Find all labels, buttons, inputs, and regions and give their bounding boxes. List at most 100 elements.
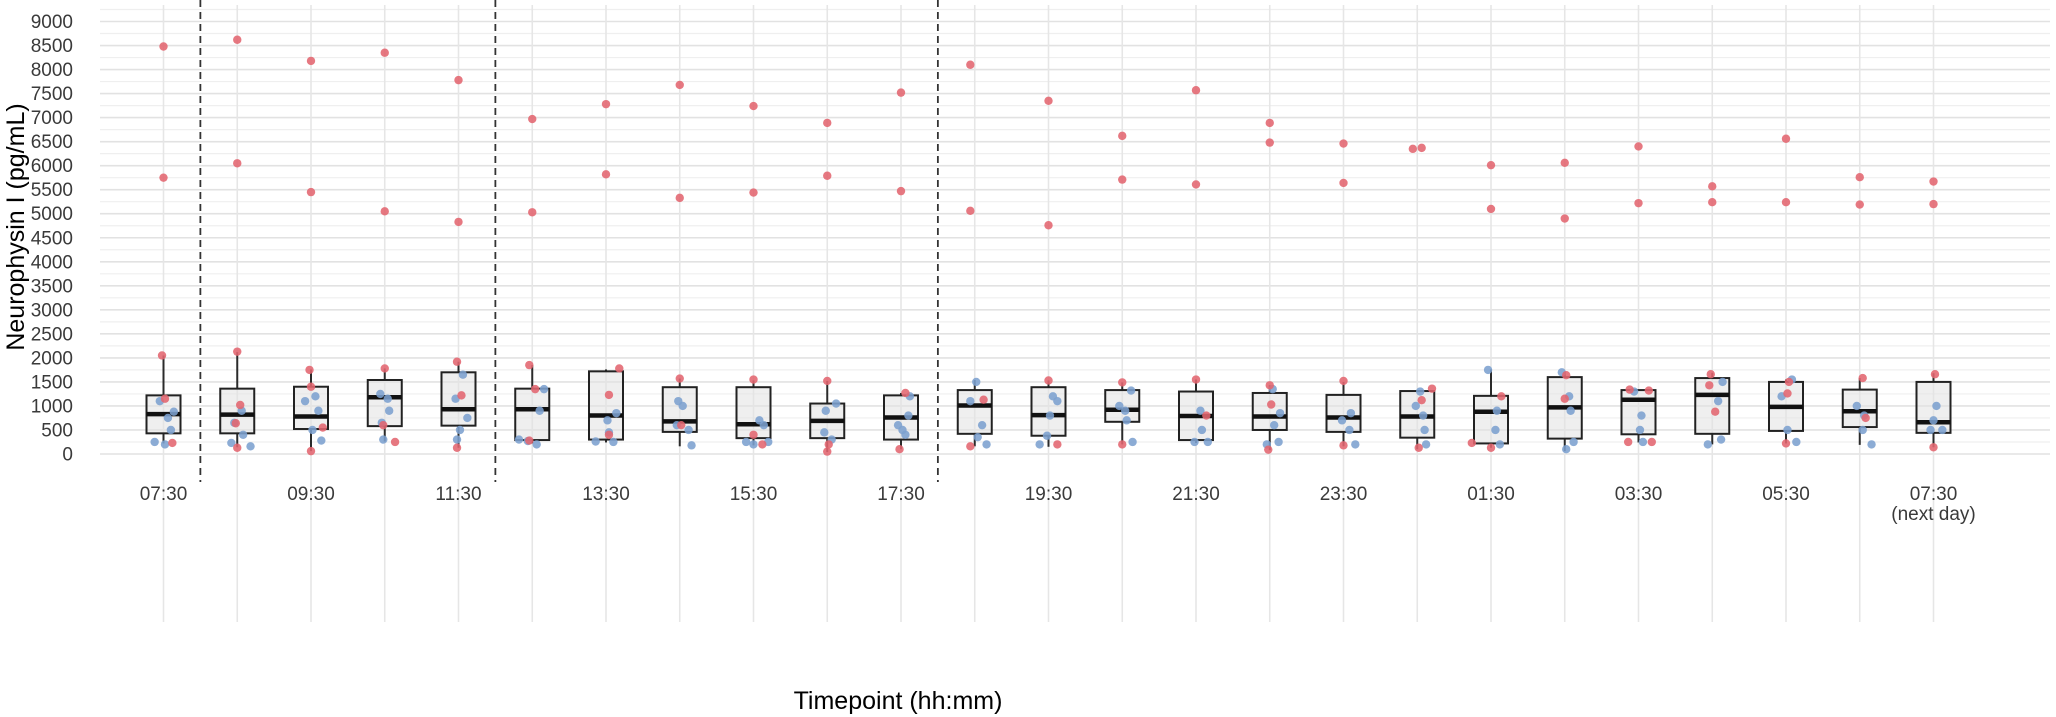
point-red <box>1044 376 1053 385</box>
point-blue <box>1926 425 1935 435</box>
point-blue <box>532 440 541 449</box>
y-tick-label: 1500 <box>31 372 73 393</box>
point-red <box>1708 182 1717 191</box>
point-red <box>159 42 168 51</box>
point-red <box>749 375 758 384</box>
x-tick-label: 01:30 <box>1467 484 1515 505</box>
data-points <box>150 35 1947 456</box>
point-red <box>160 394 170 403</box>
point-red <box>823 171 832 180</box>
point-blue <box>1418 411 1428 420</box>
point-red <box>305 365 314 375</box>
point-blue <box>539 384 549 394</box>
point-blue <box>514 435 524 444</box>
point-red <box>236 400 245 410</box>
point-blue <box>904 411 913 420</box>
point-red <box>823 118 832 128</box>
point-red <box>233 443 242 452</box>
point-red <box>896 88 906 97</box>
point-red <box>675 193 684 203</box>
point-blue <box>1492 406 1502 415</box>
point-blue <box>227 438 236 448</box>
x-tick-label: 07:30 <box>1910 484 1958 505</box>
point-red <box>1560 214 1569 223</box>
point-blue <box>308 425 317 435</box>
box-body <box>1325 393 1362 433</box>
point-blue <box>1562 444 1571 454</box>
point-blue <box>314 406 323 415</box>
point-red <box>1265 138 1274 147</box>
point-blue <box>535 406 544 415</box>
point-red <box>1706 370 1715 379</box>
point-blue <box>1938 425 1947 435</box>
x-axis-ticks: 07:30 09:30 11:30 13:30 15:30 17:30 19:30 21:30… <box>140 484 1976 525</box>
point-blue <box>169 407 179 416</box>
point-blue <box>317 436 326 445</box>
point-blue <box>1196 406 1205 415</box>
plot-panel <box>100 5 2050 622</box>
point-red <box>966 206 975 216</box>
point-blue <box>1420 425 1429 435</box>
point-blue <box>687 441 696 450</box>
point-red <box>1467 438 1477 448</box>
point-blue <box>1416 387 1425 396</box>
y-tick-label: 5000 <box>31 204 73 225</box>
box-3 <box>366 368 403 442</box>
point-red <box>1427 384 1437 393</box>
point-red <box>233 159 242 168</box>
point-blue <box>311 392 320 401</box>
point-red <box>604 390 614 400</box>
point-red <box>1781 197 1791 207</box>
point-red <box>749 430 758 439</box>
point-blue <box>1351 440 1360 449</box>
point-blue <box>1122 416 1131 425</box>
point-red <box>1265 118 1274 128</box>
y-tick-label: 5500 <box>31 180 73 201</box>
point-blue <box>1035 440 1044 449</box>
point-blue <box>1197 425 1207 435</box>
point-red <box>1781 439 1791 448</box>
point-red <box>749 101 758 111</box>
point-red <box>1339 139 1348 148</box>
point-red <box>1855 200 1864 209</box>
point-red <box>528 208 537 217</box>
point-blue <box>384 406 394 415</box>
point-red <box>675 374 684 383</box>
point-red <box>306 382 316 391</box>
x-tick-label: 21:30 <box>1172 484 1220 505</box>
point-red <box>1855 173 1864 182</box>
point-blue <box>1269 420 1279 430</box>
box-2 <box>293 369 329 452</box>
point-red <box>306 446 316 456</box>
point-red <box>966 442 975 451</box>
point-red <box>1118 440 1127 449</box>
box-body <box>366 378 403 428</box>
point-red <box>1267 400 1276 409</box>
point-red <box>1408 144 1418 154</box>
point-red <box>1486 160 1496 170</box>
point-red <box>454 75 463 85</box>
x-axis-title: Timepoint (hh:mm) <box>794 687 1003 715</box>
point-red <box>168 438 177 448</box>
point-red <box>1118 131 1127 141</box>
point-red <box>1339 441 1348 450</box>
point-red <box>1625 385 1634 394</box>
point-blue <box>1713 396 1723 406</box>
point-blue <box>972 377 981 387</box>
y-tick-label: 2000 <box>31 348 73 369</box>
point-red <box>1053 440 1062 449</box>
point-blue <box>820 428 829 437</box>
point-red <box>1191 86 1201 95</box>
point-blue <box>383 394 392 403</box>
grid-lines <box>100 5 2050 622</box>
point-red <box>380 207 389 216</box>
point-red <box>615 364 624 373</box>
y-axis-title: Neurophysin I (pg/mL) <box>2 103 30 350</box>
point-blue <box>1128 437 1137 447</box>
y-tick-label: 7000 <box>31 108 73 129</box>
point-red <box>1929 177 1938 186</box>
point-red <box>966 60 975 69</box>
y-tick-label: 4000 <box>31 252 73 273</box>
point-blue <box>1852 401 1862 411</box>
point-red <box>601 170 611 179</box>
